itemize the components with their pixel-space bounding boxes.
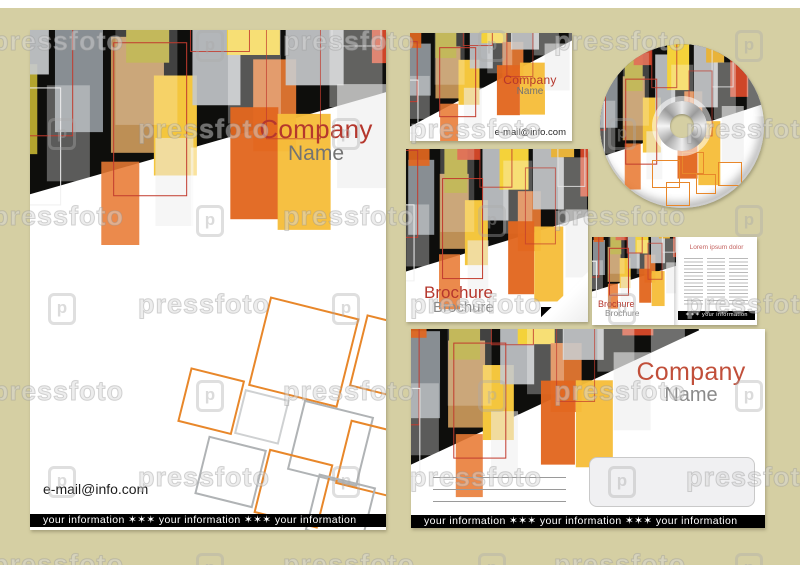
outline-square <box>682 152 704 174</box>
address-line <box>433 501 566 502</box>
spread-title-primary: Brochure <box>598 299 635 309</box>
pressfoto-watermark-logo: p <box>478 553 506 565</box>
company-name-line2: Name <box>287 142 345 166</box>
mosaic-square <box>626 237 643 254</box>
mosaic-square <box>410 79 419 135</box>
mosaic-band <box>406 149 588 315</box>
mosaic-square <box>30 87 61 206</box>
mosaic-square <box>331 30 382 47</box>
envelope-info-bar: your information ✶✶✶ your information ✶✶… <box>411 515 765 528</box>
spread-text-columns <box>684 258 749 305</box>
mosaic-square <box>453 342 507 459</box>
spread-center-fold <box>674 237 679 325</box>
address-line <box>433 489 566 490</box>
spread-page-title: Lorem ipsum dolor <box>689 244 744 251</box>
company-name-line1: Company <box>503 73 557 87</box>
mosaic-square <box>592 260 598 298</box>
lorem-text-column <box>706 258 726 305</box>
company-name-line1: Company <box>636 358 746 386</box>
letterhead: Company Name e-mail@info.com your inform… <box>30 30 386 530</box>
company-name-line2: Name <box>664 384 718 407</box>
outline-square <box>233 389 290 445</box>
lorem-text-column <box>684 258 703 305</box>
pressfoto-watermark-text: pressfoto <box>282 549 416 565</box>
outline-square <box>248 296 360 408</box>
letterhead-email: e-mail@info.com <box>43 481 149 497</box>
lorem-text-column <box>729 258 749 305</box>
mosaic-square <box>190 30 250 52</box>
outline-squares-group <box>155 282 386 530</box>
spread-info-bar: ✶✶✶ your information ✶✶✶ <box>678 311 755 325</box>
pressfoto-watermark-logo: p <box>735 553 763 565</box>
envelope-company-block: Company Name <box>623 359 759 406</box>
mosaic-square <box>479 149 513 188</box>
mosaic-square <box>625 78 658 165</box>
mosaic-square <box>556 149 585 187</box>
cd-center-hole <box>670 114 694 138</box>
outline-square <box>666 182 690 206</box>
mosaic-square <box>113 42 188 197</box>
business-card: Company Name e-mail@info.com <box>410 33 572 141</box>
stamp-address-box <box>589 457 755 507</box>
top-white-strip <box>0 0 800 8</box>
mosaic-square <box>463 33 493 47</box>
cd-disc <box>600 44 764 208</box>
mosaic-square <box>651 44 678 88</box>
mosaic-square <box>711 44 734 88</box>
mosaic-square <box>609 247 630 296</box>
pressfoto-watermark-logo: p <box>196 553 224 565</box>
mosaic-square <box>746 61 764 117</box>
company-name-line2: Name <box>516 85 544 97</box>
pressfoto-watermark-logo: p <box>735 205 763 237</box>
mosaic-square <box>411 387 421 477</box>
mosaic-square <box>491 329 534 346</box>
mosaic-square <box>441 177 483 279</box>
company-name-line1: Company <box>259 114 373 144</box>
mosaic-square <box>524 167 556 245</box>
letterhead-info-bar: your information ✶✶✶ your information ✶✶… <box>30 514 386 527</box>
envelope: Company Name your information ✶✶✶ your i… <box>411 329 765 528</box>
mosaic-square <box>438 47 476 118</box>
brochure-cover: Brochure Brochure ✶✶✶ <box>406 149 588 322</box>
mosaic-square <box>647 243 663 280</box>
mosaic-square <box>406 204 415 283</box>
mosaic-square <box>565 208 588 277</box>
mosaic-square <box>556 329 596 402</box>
letterhead-company-block: Company Name <box>254 114 378 166</box>
spread-title-secondary: Brochure <box>605 308 640 318</box>
pressfoto-watermark-text: pressfoto <box>553 549 687 565</box>
brochure-spread: Brochure Brochure Lorem ipsum dolor ✶✶✶ … <box>592 237 757 325</box>
business-card-email: e-mail@info.com <box>494 127 566 138</box>
brochure-title-primary: Brochure <box>424 283 493 302</box>
business-card-company-block: Company Name <box>493 74 567 97</box>
pressfoto-watermark-text: pressfoto <box>0 549 125 565</box>
brochure-title-secondary: Brochure <box>433 299 494 316</box>
mosaic-square <box>569 33 572 44</box>
address-line <box>433 477 566 478</box>
mosaic-square <box>506 33 534 77</box>
mosaic-square <box>600 101 605 167</box>
outline-square <box>718 162 742 186</box>
mosaic-square <box>651 329 686 358</box>
outline-square <box>696 174 716 194</box>
mosaic-band <box>592 237 676 312</box>
mosaic-square <box>721 106 744 164</box>
